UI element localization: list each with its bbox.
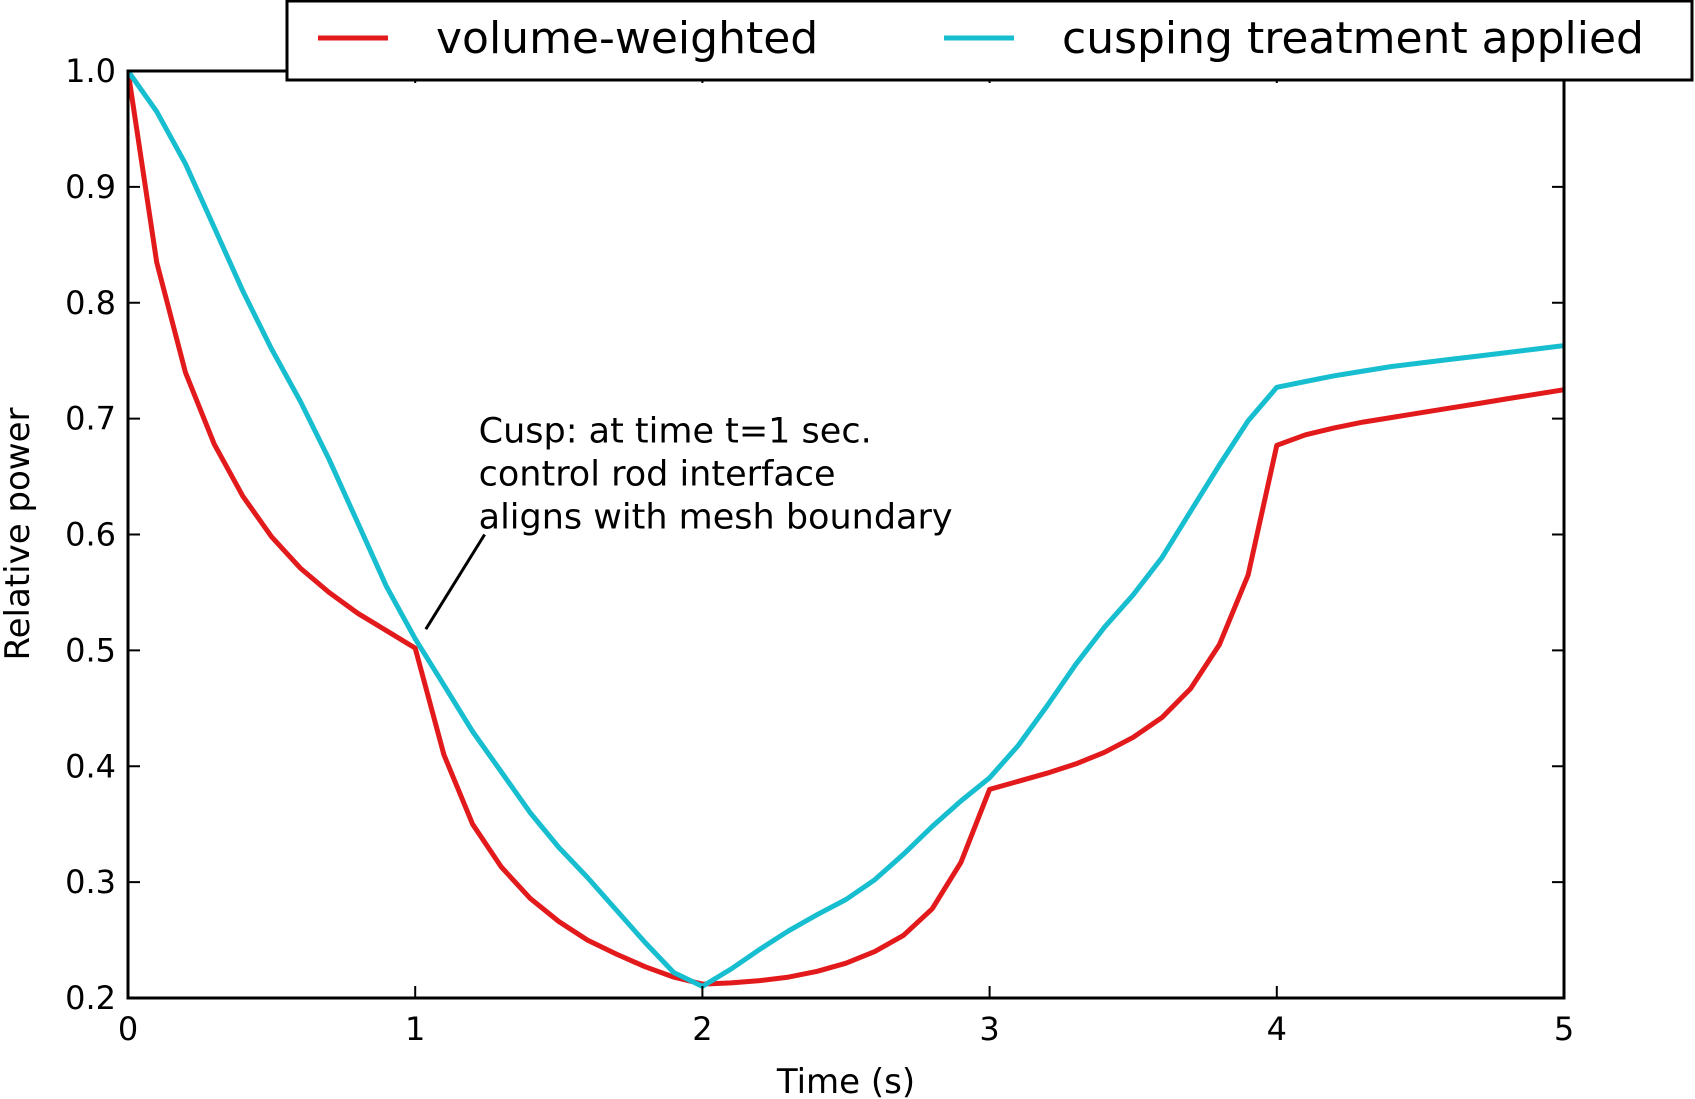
y-tick-label: 0.3 (65, 863, 116, 901)
y-tick-label: 0.7 (65, 400, 116, 438)
y-axis-title: Relative power (0, 407, 38, 660)
x-tick-label: 0 (118, 1010, 138, 1048)
series-line-2 (128, 71, 1564, 989)
tick-layer: 0 1 2 3 4 5 0.2 0.3 0.4 0.5 0.6 0.7 0.8 0.9 1.0 (65, 52, 1574, 1048)
annotation: Cusp: at time t=1 sec.control rod interf… (424, 412, 953, 630)
y-tick-label: 0.5 (65, 631, 116, 669)
annotation-text-line: Cusp: at time t=1 sec. (479, 412, 872, 452)
x-tick-label: 2 (692, 1010, 712, 1048)
annotation-text-line: aligns with mesh boundary (479, 498, 953, 538)
legend-label-2: cusping treatment applied (1062, 13, 1644, 64)
series-line-1 (128, 71, 1564, 987)
x-axis-title: Time (s) (776, 1062, 915, 1099)
legend-label-1: volume-weighted (436, 13, 818, 64)
y-tick-label: 0.9 (65, 168, 116, 206)
x-tick-label: 4 (1267, 1010, 1287, 1048)
x-tick-label: 1 (405, 1010, 425, 1048)
legend: volume-weighted cusping treatment applied (285, 0, 1694, 82)
annotation-text-line: control rod interface (479, 455, 836, 495)
x-tick-label: 5 (1554, 1010, 1574, 1048)
y-tick-label: 0.8 (65, 284, 116, 322)
x-tick-label: 3 (979, 1010, 999, 1048)
y-tick-label: 0.6 (65, 516, 116, 554)
y-tick-label: 0.4 (65, 747, 116, 785)
annotation-arrow (424, 533, 486, 630)
series-layer (128, 71, 1564, 989)
y-tick-label: 1.0 (65, 52, 116, 90)
y-tick-label: 0.2 (65, 979, 116, 1017)
